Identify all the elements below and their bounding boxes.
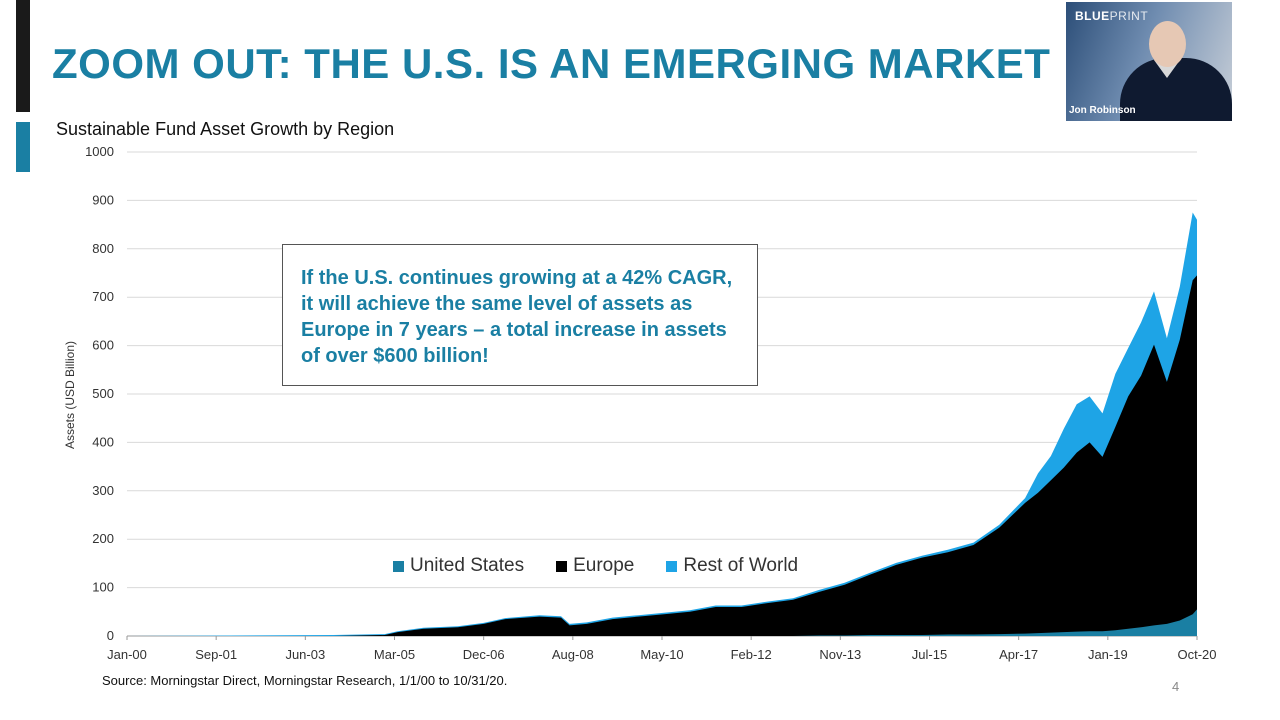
brand-logo: BLUEPRINT (1075, 9, 1149, 23)
x-tick-label: Apr-17 (999, 647, 1038, 662)
legend-item-united-states: United States (393, 555, 524, 577)
y-tick-label: 600 (92, 338, 114, 353)
area-series-united-states (127, 609, 1197, 636)
y-tick-label: 1000 (85, 144, 114, 159)
legend-label-europe: Europe (573, 555, 635, 576)
x-tick-label: Jul-15 (912, 647, 947, 662)
title-accent-bar (16, 0, 30, 112)
y-axis-label: Assets (USD Billion) (63, 341, 77, 449)
y-tick-label: 500 (92, 386, 114, 401)
y-tick-label: 400 (92, 434, 114, 449)
x-tick-label: Dec-06 (463, 647, 505, 662)
y-tick-label: 200 (92, 531, 114, 546)
x-tick-label: Sep-01 (195, 647, 237, 662)
y-tick-label: 800 (92, 241, 114, 256)
legend-item-rest-of-world: Rest of World (666, 555, 798, 577)
x-tick-label: Feb-12 (731, 647, 772, 662)
y-tick-label: 100 (92, 580, 114, 595)
chart-title: Sustainable Fund Asset Growth by Region (56, 119, 395, 139)
x-tick-label: Nov-13 (819, 647, 861, 662)
callout-text: If the U.S. continues growing at a 42% C… (301, 267, 733, 367)
presenter-body (1120, 58, 1232, 121)
legend-swatch-europe (556, 560, 568, 572)
y-tick-label: 0 (107, 628, 114, 643)
presenter-webcam: BLUEPRINT Jon Robinson (1066, 2, 1232, 121)
chart-accent-bar (16, 122, 30, 172)
legend-item-europe: Europe (556, 555, 634, 577)
chart-legend: United States Europe Rest of World (393, 555, 798, 577)
slide-title: ZOOM OUT: THE U.S. IS AN EMERGING MARKET (52, 40, 1051, 87)
source-note: Source: Morningstar Direct, Morningstar … (102, 673, 508, 688)
x-tick-label: Aug-08 (552, 647, 594, 662)
presenter-name: Jon Robinson (1069, 105, 1136, 116)
area-series-europe (127, 275, 1197, 636)
x-tick-label: Jan-19 (1088, 647, 1128, 662)
legend-swatch-united-states (393, 560, 404, 572)
y-tick-label: 700 (92, 289, 114, 304)
x-tick-label: Mar-05 (374, 647, 415, 662)
x-tick-label: May-10 (640, 647, 683, 662)
legend-label-rest-of-world: Rest of World (683, 555, 799, 576)
presenter-head (1149, 21, 1186, 67)
callout-box: If the U.S. continues growing at a 42% C… (282, 244, 758, 386)
x-tick-label: Jan-00 (107, 647, 147, 662)
x-tick-label: Jun-03 (285, 647, 325, 662)
page-number: 4 (1172, 679, 1180, 694)
y-tick-label: 300 (92, 483, 114, 498)
legend-label-united-states: United States (410, 555, 525, 576)
x-tick-label: Oct-20 (1177, 647, 1216, 662)
legend-swatch-rest-of-world (666, 560, 678, 572)
y-tick-label: 900 (92, 192, 114, 207)
